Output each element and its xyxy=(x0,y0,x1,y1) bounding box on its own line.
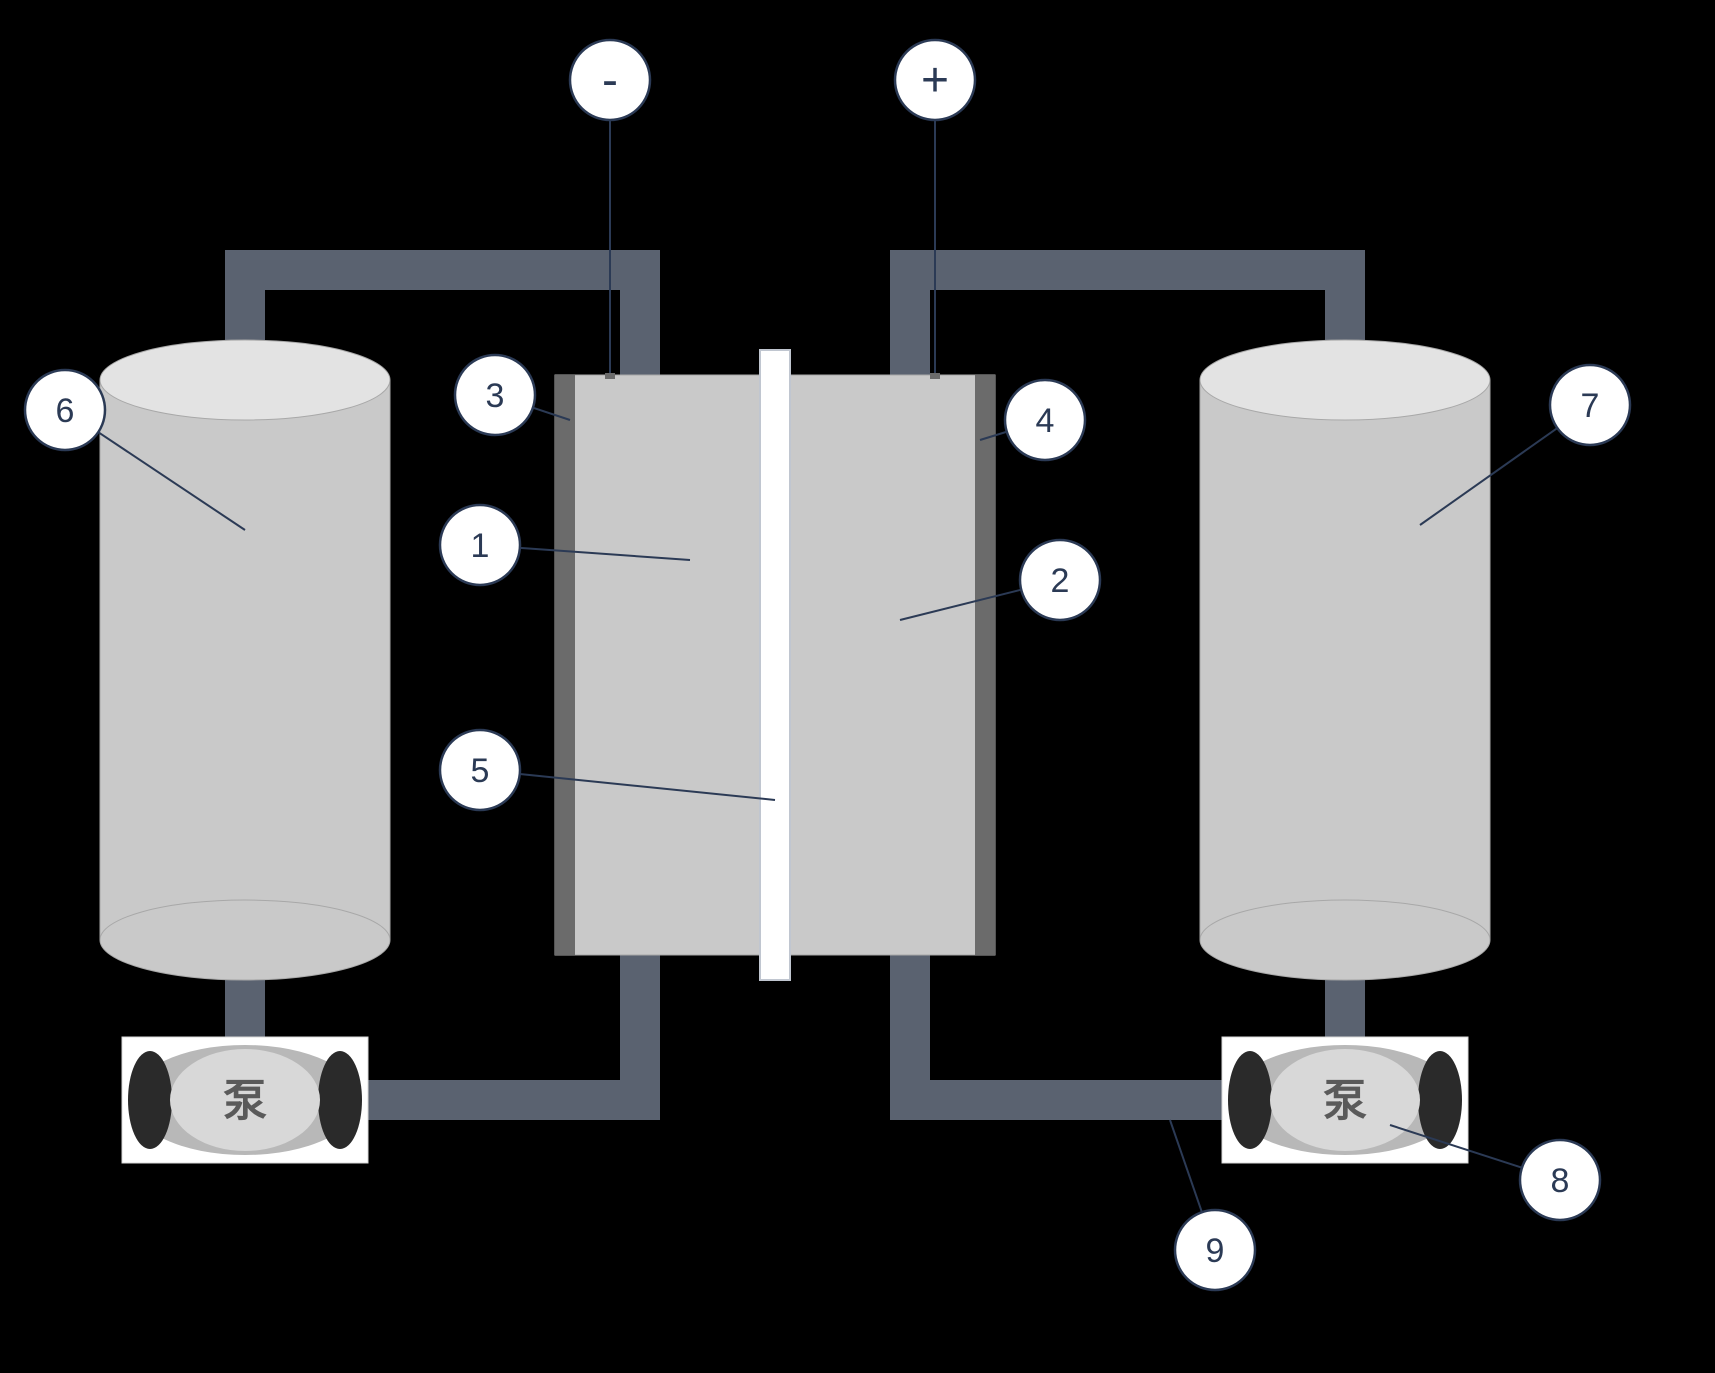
pump-right: 泵 xyxy=(1222,1037,1468,1163)
terminal-minus-symbol: - xyxy=(602,54,618,107)
electrode-right xyxy=(975,375,995,955)
label-text: 8 xyxy=(1551,1162,1570,1200)
label-text: 9 xyxy=(1206,1232,1225,1270)
electrode-left xyxy=(555,375,575,955)
label-text: 7 xyxy=(1581,387,1600,425)
label-text: 1 xyxy=(471,527,490,565)
terminal-minus: - xyxy=(570,40,650,120)
label-text: 4 xyxy=(1036,402,1055,440)
electrochemical-cell xyxy=(555,350,995,980)
terminal-plus-symbol: + xyxy=(921,54,949,107)
terminal-plus: + xyxy=(895,40,975,120)
membrane xyxy=(760,350,790,980)
label-text: 3 xyxy=(486,377,505,415)
diagram-canvas: 泵 泵 - +1 2 3 4 5 6 7 8 9 xyxy=(0,0,1715,1373)
label-text: 5 xyxy=(471,752,490,790)
label-text: 6 xyxy=(56,392,75,430)
pump-left: 泵 xyxy=(122,1037,368,1163)
tank-right xyxy=(1200,340,1490,980)
pump-label: 泵 xyxy=(1323,1076,1367,1125)
tank-left xyxy=(100,340,390,980)
pump-label: 泵 xyxy=(223,1076,267,1125)
label-text: 2 xyxy=(1051,562,1070,600)
